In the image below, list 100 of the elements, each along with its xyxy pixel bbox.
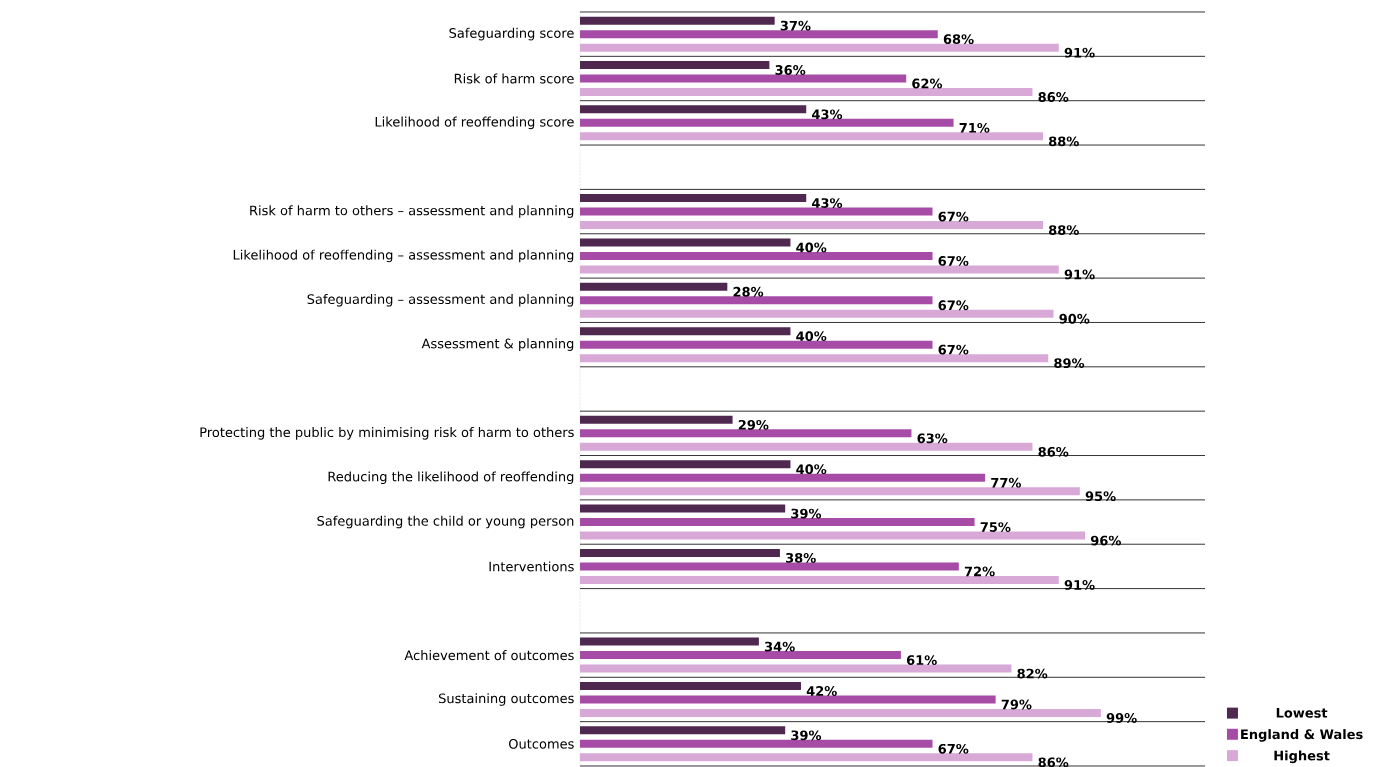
bar xyxy=(580,415,733,424)
data-label: 68% xyxy=(943,34,974,45)
bar xyxy=(580,739,933,748)
data-label: 77% xyxy=(991,477,1022,488)
bar xyxy=(580,531,1086,540)
data-label: 61% xyxy=(906,655,937,666)
data-label: 79% xyxy=(1001,699,1032,710)
bar xyxy=(580,518,975,527)
data-label: 67% xyxy=(938,344,969,355)
data-label: 28% xyxy=(733,286,764,297)
y-tick-label: Risk of harm to others – assessment and planning xyxy=(250,205,574,218)
y-tick-label: Risk of harm score xyxy=(454,73,574,84)
y-tick-label: Likelihood of reoffending score xyxy=(375,116,574,130)
data-label: 67% xyxy=(938,743,969,754)
data-label: 39% xyxy=(791,508,822,519)
bar xyxy=(580,562,959,571)
bar xyxy=(580,354,1049,363)
data-label: 67% xyxy=(938,211,969,222)
y-tick-label: Safeguarding the child or young person xyxy=(317,515,574,529)
y-tick-label: Outcomes xyxy=(508,738,574,749)
bar xyxy=(580,105,807,114)
data-label: 91% xyxy=(1064,269,1095,280)
bar xyxy=(580,664,1012,673)
data-label: 43% xyxy=(812,198,843,208)
bar xyxy=(580,88,1033,97)
bar xyxy=(580,487,1080,496)
data-label: 42% xyxy=(806,686,837,696)
data-label: 40% xyxy=(796,331,827,342)
y-tick-label: Safeguarding score xyxy=(449,27,574,41)
y-tick-label: Protecting the public by minimising risk of harm to others xyxy=(200,427,574,440)
bar xyxy=(580,575,1059,584)
data-label: 29% xyxy=(738,419,769,430)
data-label: 67% xyxy=(938,300,969,311)
data-label: 96% xyxy=(1090,535,1121,546)
data-label: 91% xyxy=(1064,47,1095,58)
bar xyxy=(580,74,907,83)
bar xyxy=(580,637,759,646)
bar xyxy=(580,43,1059,52)
bar xyxy=(580,460,791,469)
text: Lowest xyxy=(1276,708,1328,718)
data-label: 34% xyxy=(764,641,795,652)
bar xyxy=(580,548,780,557)
bar xyxy=(580,207,933,216)
data-label: 43% xyxy=(812,109,843,120)
data-label: 40% xyxy=(796,242,827,253)
data-label: 90% xyxy=(1059,313,1090,324)
data-label: 36% xyxy=(775,65,806,75)
text: Highest xyxy=(1274,750,1330,764)
bar xyxy=(580,327,791,336)
data-label: 71% xyxy=(959,122,990,133)
bar xyxy=(580,651,901,660)
bar xyxy=(580,473,986,482)
bar xyxy=(580,309,1054,318)
data-label: 86% xyxy=(1038,446,1069,457)
data-label: 91% xyxy=(1064,579,1095,590)
legend-label: England & Wales xyxy=(1241,729,1363,742)
bar xyxy=(580,429,912,438)
data-label: 72% xyxy=(964,566,995,577)
data-label: 95% xyxy=(1085,491,1116,502)
bar xyxy=(580,221,1043,230)
bar xyxy=(580,61,770,70)
data-label: 89% xyxy=(1054,358,1085,369)
y-tick-label: Sustaining outcomes xyxy=(438,693,574,706)
data-label: 62% xyxy=(912,78,943,89)
data-label: 38% xyxy=(786,552,816,563)
data-label: 88% xyxy=(1048,225,1079,235)
bar xyxy=(580,708,1101,717)
bar xyxy=(580,251,933,260)
data-label: 63% xyxy=(917,433,948,444)
data-label: 67% xyxy=(938,256,969,266)
bar xyxy=(580,238,791,247)
data-label: 39% xyxy=(791,730,822,741)
bar xyxy=(580,695,996,704)
bar xyxy=(580,132,1043,141)
data-label: 37% xyxy=(780,20,811,31)
data-label: 86% xyxy=(1038,92,1069,102)
data-label: 88% xyxy=(1048,136,1079,147)
data-label: 99% xyxy=(1106,713,1137,723)
bar xyxy=(580,265,1059,274)
bar xyxy=(580,726,786,735)
y-tick-label: Assessment & planning xyxy=(421,338,574,351)
y-tick-label: Achievement of outcomes xyxy=(404,650,574,661)
bar xyxy=(580,16,775,25)
bar xyxy=(580,30,938,39)
y-tick-label: Safeguarding – assessment and planning xyxy=(307,293,574,307)
data-label: 86% xyxy=(1038,757,1069,767)
data-label: 40% xyxy=(796,464,827,475)
bar xyxy=(580,753,1033,762)
bar xyxy=(580,296,933,305)
data-label: 82% xyxy=(1017,668,1048,679)
data-label: 75% xyxy=(980,522,1011,532)
bar xyxy=(580,442,1033,451)
bar xyxy=(580,504,786,513)
bar xyxy=(580,681,801,690)
bar xyxy=(580,194,807,203)
bar xyxy=(580,118,954,127)
y-tick-label: Likelihood of reoffending – assessment and planning xyxy=(233,249,574,263)
y-tick-label: Reducing the likelihood of reoffending xyxy=(328,471,574,484)
bar xyxy=(580,282,728,291)
bar xyxy=(580,340,933,349)
